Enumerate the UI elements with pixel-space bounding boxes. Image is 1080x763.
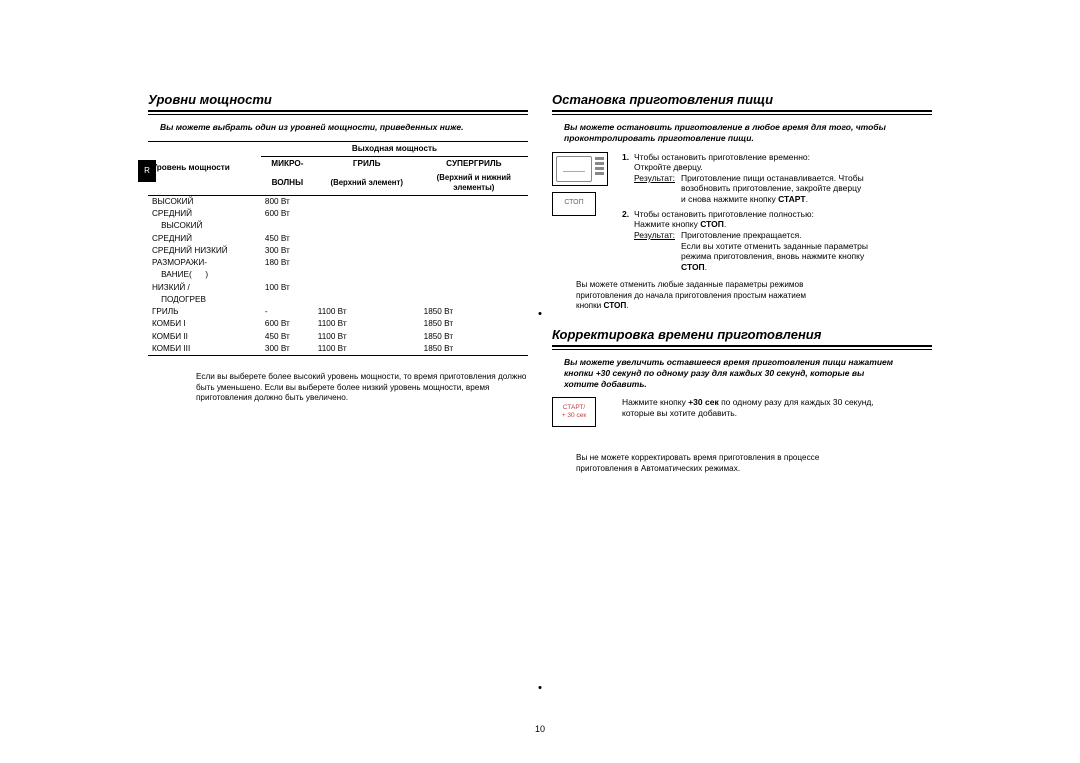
step2-res-c: режима приготовления, вновь нажмите кноп… bbox=[681, 251, 868, 262]
step1-res-c: и снова нажмите кнопку СТАРТ. bbox=[681, 194, 864, 205]
section-title-adjust: Корректировка времени приготовления bbox=[552, 327, 932, 347]
fold-dot bbox=[539, 686, 542, 689]
step2-res-a: Приготовление прекращается. bbox=[681, 230, 868, 241]
page-number: 10 bbox=[535, 724, 545, 735]
microwave-icon bbox=[552, 152, 608, 186]
th-grill: ГРИЛЬ bbox=[314, 157, 420, 172]
fold-dot bbox=[539, 312, 542, 315]
stop-icons: СТОП bbox=[552, 152, 612, 216]
step2-num: 2. bbox=[622, 209, 634, 220]
adjust-icon-col: СТАРТ/ + 30 сек bbox=[552, 397, 612, 427]
side-tab: R bbox=[138, 160, 156, 182]
section-title-power-levels: Уровни мощности bbox=[148, 92, 528, 112]
table-row: СРЕДНИЙ450 Вт bbox=[148, 233, 528, 245]
table-row: ВЫСОКИЙ bbox=[148, 220, 528, 232]
th-micro: МИКРО- bbox=[261, 157, 314, 172]
adjust-subnote: Вы не можете корректировать время пригот… bbox=[576, 453, 932, 474]
table-row: СРЕДНИЙ600 Вт bbox=[148, 208, 528, 220]
left-column: Уровни мощности Вы можете выбрать один и… bbox=[148, 92, 528, 482]
step2-res-d: СТОП. bbox=[681, 262, 868, 273]
step2-line1: Чтобы остановить приготовление полностью… bbox=[634, 209, 814, 219]
adjust-step-text: Нажмите кнопку +30 сек по одному разу дл… bbox=[622, 397, 932, 418]
step2-res-b: Если вы хотите отменить заданные парамет… bbox=[681, 241, 868, 252]
step1-line1: Чтобы остановить приготовление временно: bbox=[634, 152, 810, 162]
table-row: КОМБИ II450 Вт1100 Вт1850 Вт bbox=[148, 331, 528, 343]
power-table: Уровень мощности Выходная мощность МИКРО… bbox=[148, 141, 528, 356]
step1-line2: Откройте дверцу. bbox=[622, 162, 932, 173]
power-note: Если вы выберете более высокий уровень м… bbox=[148, 356, 528, 404]
section-title-stop: Остановка приготовления пищи bbox=[552, 92, 932, 112]
step1-res-a: Приготовление пищи останавливается. Чтоб… bbox=[681, 173, 864, 184]
stop-subnote: Вы можете отменить любые заданные параме… bbox=[576, 280, 932, 311]
stop-steps: СТОП 1.Чтобы остановить приготовление вр… bbox=[552, 152, 932, 273]
table-row: ВАНИЕ( ) bbox=[148, 269, 528, 281]
start-button-icon: СТАРТ/ + 30 сек bbox=[552, 397, 596, 427]
result-label2: Результат: bbox=[634, 230, 675, 273]
table-row: РАЗМОРАЖИ-180 Вт bbox=[148, 257, 528, 269]
adjust-step: СТАРТ/ + 30 сек Нажмите кнопку +30 сек п… bbox=[552, 397, 932, 427]
table-row: СРЕДНИЙ НИЗКИЙ300 Вт bbox=[148, 245, 528, 257]
power-intro: Вы можете выбрать один из уровней мощнос… bbox=[160, 122, 528, 133]
stop-button-icon: СТОП bbox=[552, 192, 596, 216]
stop-step-text: 1.Чтобы остановить приготовление временн… bbox=[622, 152, 932, 273]
th-grill-sub: (Верхний элемент) bbox=[314, 171, 420, 195]
table-row: ВЫСОКИЙ800 Вт bbox=[148, 195, 528, 208]
step1-res-b: возобновить приготовление, закройте двер… bbox=[681, 183, 864, 194]
th-output: Выходная мощность bbox=[261, 141, 528, 156]
stop-intro: Вы можете остановить приготовление в люб… bbox=[564, 122, 932, 143]
th-level: Уровень мощности bbox=[148, 141, 261, 195]
table-row: КОМБИ I600 Вт1100 Вт1850 Вт bbox=[148, 318, 528, 330]
step2-line2: Нажмите кнопку СТОП. bbox=[622, 219, 932, 230]
th-super-sub: (Верхний и нижнийэлементы) bbox=[420, 171, 528, 195]
table-row: ПОДОГРЕВ bbox=[148, 294, 528, 306]
table-row: КОМБИ III300 Вт1100 Вт1850 Вт bbox=[148, 343, 528, 356]
right-column: Остановка приготовления пищи Вы можете о… bbox=[552, 92, 932, 482]
step1-result: Результат: Приготовление пищи останавлив… bbox=[622, 173, 932, 205]
step2-result: Результат: Приготовление прекращается. Е… bbox=[622, 230, 932, 273]
table-row: ГРИЛЬ-1100 Вт1850 Вт bbox=[148, 306, 528, 318]
result-label: Результат: bbox=[634, 173, 675, 205]
th-micro2: ВОЛНЫ bbox=[261, 171, 314, 195]
adjust-intro: Вы можете увеличить оставшееся время при… bbox=[564, 357, 932, 389]
table-row: НИЗКИЙ /100 Вт bbox=[148, 282, 528, 294]
th-super: СУПЕРГРИЛЬ bbox=[420, 157, 528, 172]
step1-num: 1. bbox=[622, 152, 634, 163]
page-content: Уровни мощности Вы можете выбрать один и… bbox=[0, 0, 1080, 512]
